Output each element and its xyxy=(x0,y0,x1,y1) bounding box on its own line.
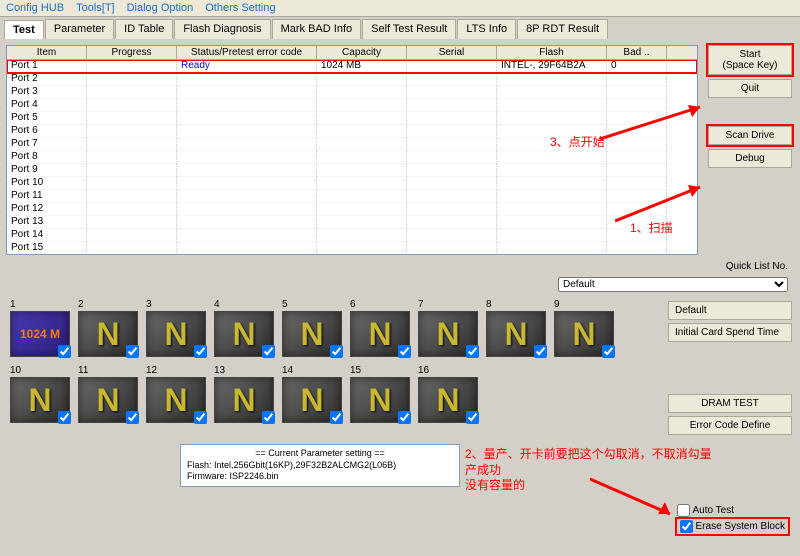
card-checkbox[interactable] xyxy=(466,411,479,424)
grid-col-3[interactable]: Capacity xyxy=(317,46,407,59)
card-checkbox[interactable] xyxy=(398,345,411,358)
param-firmware: Firmware: ISP2246.bin xyxy=(187,471,453,483)
card-slot-11[interactable]: 11N xyxy=(78,365,138,423)
parameter-info: == Current Parameter setting == Flash: I… xyxy=(180,444,460,487)
menu-bar: Config HUB Tools[T] Dialog Option Others… xyxy=(0,0,800,17)
table-row[interactable]: Port 14 xyxy=(7,229,697,242)
card-checkbox[interactable] xyxy=(330,411,343,424)
debug-button[interactable]: Debug xyxy=(708,149,792,168)
tab-mark-bad-info[interactable]: Mark BAD Info xyxy=(272,19,362,39)
card-slot-14[interactable]: 14N xyxy=(282,365,342,423)
grid-col-1[interactable]: Progress xyxy=(87,46,177,59)
tab-lts-info[interactable]: LTS Info xyxy=(457,19,516,39)
card-slot-5[interactable]: 5N xyxy=(282,299,342,357)
error-code-button[interactable]: Error Code Define xyxy=(668,416,792,435)
tab-flash-diagnosis[interactable]: Flash Diagnosis xyxy=(174,19,270,39)
card-checkbox[interactable] xyxy=(398,411,411,424)
table-row[interactable]: Port 1Ready1024 MBINTEL-, 29F64B2A0 xyxy=(7,60,697,73)
card-slot-13[interactable]: 13N xyxy=(214,365,274,423)
table-row[interactable]: Port 12 xyxy=(7,203,697,216)
table-row[interactable]: Port 2 xyxy=(7,73,697,86)
card-slot-4[interactable]: 4N xyxy=(214,299,274,357)
card-slot-9[interactable]: 9N xyxy=(554,299,614,357)
tab-bar: TestParameterID TableFlash DiagnosisMark… xyxy=(0,19,800,39)
card-slot-15[interactable]: 15N xyxy=(350,365,410,423)
tab-8p-rdt-result[interactable]: 8P RDT Result xyxy=(517,19,608,39)
side-buttons: Start(Space Key) Quit Scan Drive Debug xyxy=(708,45,792,168)
card-slot-3[interactable]: 3N xyxy=(146,299,206,357)
tab-test[interactable]: Test xyxy=(4,20,44,40)
content-area: ItemProgressStatus/Pretest error codeCap… xyxy=(0,39,800,556)
card-checkbox[interactable] xyxy=(466,345,479,358)
card-slot-12[interactable]: 12N xyxy=(146,365,206,423)
card-slot-1[interactable]: 11024 M xyxy=(10,299,70,357)
grid-col-2[interactable]: Status/Pretest error code xyxy=(177,46,317,59)
table-row[interactable]: Port 13 xyxy=(7,216,697,229)
grid-col-4[interactable]: Serial xyxy=(407,46,497,59)
card-checkbox[interactable] xyxy=(58,345,71,358)
menu-others-setting[interactable]: Others Setting xyxy=(205,2,275,14)
menu-tools[interactable]: Tools[T] xyxy=(76,2,115,14)
card-slot-7[interactable]: 7N xyxy=(418,299,478,357)
card-slot-2[interactable]: 2N xyxy=(78,299,138,357)
table-row[interactable]: Port 11 xyxy=(7,190,697,203)
table-row[interactable]: Port 4 xyxy=(7,99,697,112)
table-row[interactable]: Port 9 xyxy=(7,164,697,177)
card-slots: 11024 M2N3N4N5N6N7N8N9N 10N11N12N13N14N15… xyxy=(10,299,660,423)
dram-test-button[interactable]: DRAM TEST xyxy=(668,394,792,413)
start-button[interactable]: Start(Space Key) xyxy=(708,45,792,75)
card-checkbox[interactable] xyxy=(126,345,139,358)
card-checkbox[interactable] xyxy=(262,345,275,358)
card-checkbox[interactable] xyxy=(58,411,71,424)
profile-dropdown[interactable]: Default xyxy=(558,277,788,292)
param-flash: Flash: Intel,256Gbit(16KP),29F32B2ALCMG2… xyxy=(187,460,453,472)
menu-config-hub[interactable]: Config HUB xyxy=(6,2,64,14)
table-row[interactable]: Port 15 xyxy=(7,242,697,255)
card-slot-10[interactable]: 10N xyxy=(10,365,70,423)
param-title: == Current Parameter setting == xyxy=(187,448,453,460)
tab-id-table[interactable]: ID Table xyxy=(115,19,173,39)
card-checkbox[interactable] xyxy=(602,345,615,358)
card-checkbox[interactable] xyxy=(194,345,207,358)
right-panel: Default Initial Card Spend Time DRAM TES… xyxy=(668,301,792,435)
card-slot-8[interactable]: 8N xyxy=(486,299,546,357)
card-checkbox[interactable] xyxy=(194,411,207,424)
annotation-2: 2、量产、开卡前要把这个勾取消，不取消勾量产成功没有容量的 xyxy=(465,447,715,494)
grid-col-6[interactable]: Bad .. xyxy=(607,46,667,59)
profile-select[interactable]: Default xyxy=(558,277,788,292)
table-row[interactable]: Port 3 xyxy=(7,86,697,99)
card-slot-6[interactable]: 6N xyxy=(350,299,410,357)
table-row[interactable]: Port 8 xyxy=(7,151,697,164)
table-row[interactable]: Port 6 xyxy=(7,125,697,138)
card-slot-16[interactable]: 16N xyxy=(418,365,478,423)
tab-parameter[interactable]: Parameter xyxy=(45,19,114,39)
arrow-to-erase xyxy=(590,474,690,524)
erase-system-block-checkbox[interactable]: Erase System Block xyxy=(677,519,788,534)
grid-col-0[interactable]: Item xyxy=(7,46,87,59)
table-row[interactable]: Port 10 xyxy=(7,177,697,190)
port-grid[interactable]: ItemProgressStatus/Pretest error codeCap… xyxy=(6,45,698,255)
default-label: Default xyxy=(668,301,792,320)
card-checkbox[interactable] xyxy=(262,411,275,424)
table-row[interactable]: Port 5 xyxy=(7,112,697,125)
quit-button[interactable]: Quit xyxy=(708,79,792,98)
grid-header: ItemProgressStatus/Pretest error codeCap… xyxy=(7,46,697,60)
table-row[interactable]: Port 7 xyxy=(7,138,697,151)
tab-self-test-result[interactable]: Self Test Result xyxy=(362,19,456,39)
scan-drive-button[interactable]: Scan Drive xyxy=(708,126,792,145)
bottom-checkboxes: Auto Test Erase System Block xyxy=(677,504,788,534)
quick-list-label: Quick List No. xyxy=(726,261,788,272)
grid-col-5[interactable]: Flash xyxy=(497,46,607,59)
spend-time-label: Initial Card Spend Time xyxy=(668,323,792,342)
card-checkbox[interactable] xyxy=(534,345,547,358)
menu-dialog-option[interactable]: Dialog Option xyxy=(127,2,194,14)
card-checkbox[interactable] xyxy=(126,411,139,424)
card-checkbox[interactable] xyxy=(330,345,343,358)
auto-test-checkbox[interactable]: Auto Test xyxy=(677,504,788,517)
